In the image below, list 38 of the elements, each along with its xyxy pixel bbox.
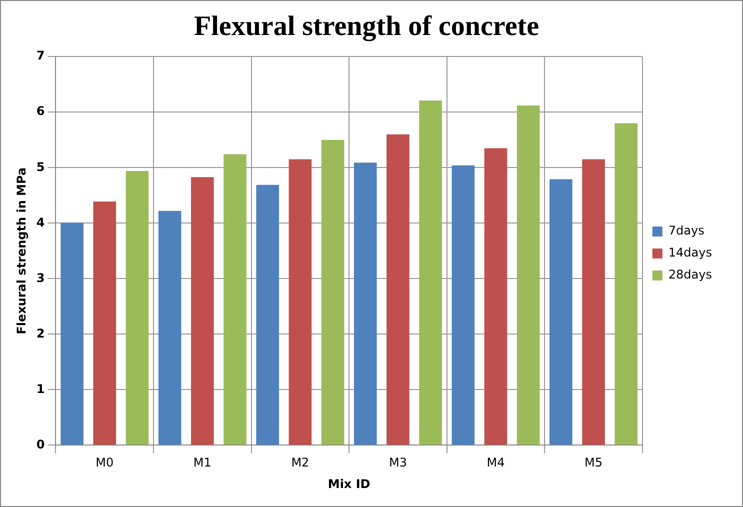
bar xyxy=(288,159,312,445)
bar xyxy=(256,184,280,445)
y-tick-label: 3 xyxy=(36,270,45,285)
legend-label: 7days xyxy=(668,224,704,238)
bar xyxy=(550,179,572,445)
bar xyxy=(126,170,149,445)
x-axis-title: Mix ID xyxy=(328,476,370,491)
y-tick-label: 4 xyxy=(36,215,45,230)
bar xyxy=(386,134,410,445)
bar xyxy=(516,105,540,445)
y-tick-label: 1 xyxy=(36,382,45,396)
x-tick-label: M5 xyxy=(584,456,603,470)
bar xyxy=(582,159,605,445)
y-axis-title: Flexural strength in MPa xyxy=(14,167,28,334)
bar xyxy=(93,201,116,445)
bar xyxy=(419,100,442,445)
y-tick-label: 2 xyxy=(36,326,45,340)
bar xyxy=(614,123,638,445)
y-tick-label: 7 xyxy=(36,48,45,63)
bar xyxy=(60,222,84,445)
bar xyxy=(158,210,182,445)
x-tick-label: M4 xyxy=(486,456,505,470)
bar xyxy=(191,177,214,445)
y-tick-label: 6 xyxy=(36,104,45,118)
bar xyxy=(452,165,475,445)
bar xyxy=(354,162,377,445)
y-tick-label: 0 xyxy=(36,437,45,452)
x-tick-label: M0 xyxy=(96,456,114,470)
x-tick-label: M2 xyxy=(291,456,310,470)
bar xyxy=(321,140,344,445)
bar xyxy=(224,154,246,445)
legend-label: 28days xyxy=(668,268,712,282)
legend-label: 14days xyxy=(668,246,712,260)
x-tick-label: M1 xyxy=(193,456,212,470)
y-tick-label: 5 xyxy=(36,160,45,174)
bar xyxy=(484,148,508,445)
chart-title: Flexural strength of concrete xyxy=(194,11,539,42)
x-tick-label: M3 xyxy=(388,456,407,470)
